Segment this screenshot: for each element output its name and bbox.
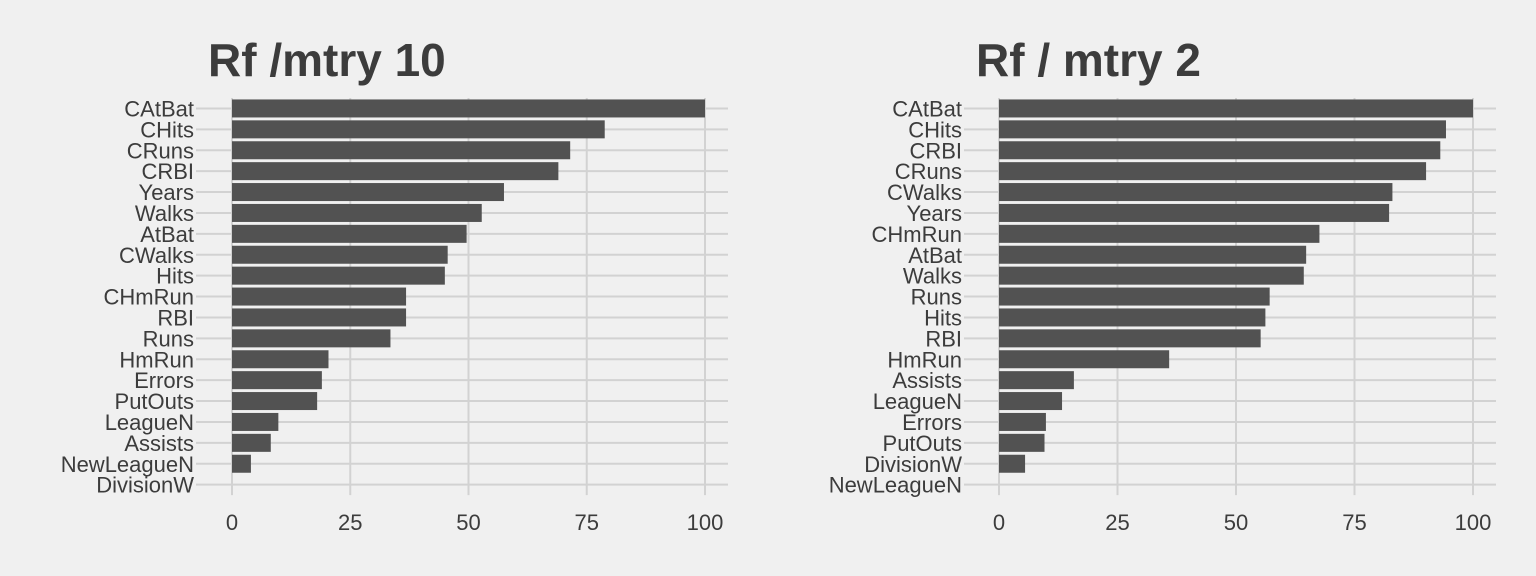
category-label: LeagueN bbox=[105, 410, 194, 435]
category-label: Hits bbox=[156, 264, 194, 289]
category-label: Runs bbox=[911, 285, 962, 310]
bar bbox=[232, 454, 251, 473]
category-label: CHmRun bbox=[104, 285, 194, 310]
x-tick-label: 75 bbox=[1342, 510, 1366, 535]
category-label: Assists bbox=[124, 431, 194, 456]
x-tick-label: 100 bbox=[1455, 510, 1492, 535]
category-label: CHits bbox=[908, 117, 962, 142]
category-label: RBI bbox=[925, 326, 962, 351]
category-label: HmRun bbox=[119, 347, 194, 372]
category-label: RBI bbox=[157, 305, 194, 330]
bar bbox=[999, 433, 1045, 452]
chart-title: Rf / mtry 2 bbox=[976, 34, 1201, 86]
bar bbox=[999, 162, 1427, 181]
category-label: Years bbox=[907, 201, 962, 226]
bar bbox=[232, 162, 559, 181]
bar bbox=[999, 454, 1026, 473]
bar bbox=[232, 371, 322, 390]
bar bbox=[232, 287, 407, 306]
bar bbox=[232, 141, 571, 160]
category-label: CRuns bbox=[127, 138, 194, 163]
bar bbox=[232, 120, 605, 139]
bar bbox=[999, 412, 1046, 431]
bar bbox=[232, 203, 482, 222]
bar bbox=[232, 245, 448, 264]
bar bbox=[232, 308, 407, 327]
category-label: CHits bbox=[140, 117, 194, 142]
x-tick-label: 0 bbox=[993, 510, 1005, 535]
bar bbox=[999, 266, 1304, 285]
bar bbox=[232, 433, 271, 452]
bar bbox=[999, 371, 1074, 390]
category-label: Walks bbox=[135, 201, 194, 226]
bar bbox=[999, 120, 1446, 139]
category-label: PutOuts bbox=[115, 389, 194, 414]
bar bbox=[999, 183, 1393, 202]
category-labels: CAtBatCHitsCRBICRunsCWalksYearsCHmRunAtB… bbox=[829, 96, 963, 497]
bar bbox=[232, 350, 329, 369]
x-tick-label: 0 bbox=[226, 510, 238, 535]
category-label: NewLeagueN bbox=[829, 473, 962, 498]
bar bbox=[999, 99, 1473, 118]
bar bbox=[999, 350, 1170, 369]
bar-series bbox=[232, 99, 705, 473]
x-tick-label: 50 bbox=[456, 510, 480, 535]
category-label: Walks bbox=[903, 264, 962, 289]
bar bbox=[999, 392, 1063, 411]
bar bbox=[232, 224, 467, 243]
category-label: Hits bbox=[924, 305, 962, 330]
bar bbox=[999, 308, 1266, 327]
bar bbox=[999, 203, 1390, 222]
category-label: CRBI bbox=[909, 138, 962, 163]
category-label: CRuns bbox=[895, 159, 962, 184]
category-label: Assists bbox=[892, 368, 962, 393]
category-label: CWalks bbox=[887, 180, 962, 205]
x-tick-label: 100 bbox=[687, 510, 724, 535]
category-label: PutOuts bbox=[883, 431, 962, 456]
category-label: NewLeagueN bbox=[61, 452, 194, 477]
bar bbox=[232, 412, 279, 431]
x-axis-tick-labels: 0 25 50 75 100 bbox=[226, 510, 723, 535]
x-tick-label: 25 bbox=[338, 510, 362, 535]
bar bbox=[232, 266, 445, 285]
category-label: CRBI bbox=[141, 159, 194, 184]
chart-panel-mtry-2: Rf / mtry 2 CAtBatCHitsCRBICRunsCWalksYe… bbox=[829, 34, 1496, 535]
category-label: LeagueN bbox=[873, 389, 962, 414]
x-tick-label: 25 bbox=[1105, 510, 1129, 535]
bar bbox=[232, 329, 391, 348]
bar bbox=[999, 329, 1261, 348]
category-label: Runs bbox=[143, 326, 194, 351]
x-axis-tick-labels: 0 25 50 75 100 bbox=[993, 510, 1491, 535]
bar bbox=[999, 141, 1441, 160]
bar bbox=[999, 224, 1320, 243]
category-labels: CAtBatCHitsCRunsCRBIYearsWalksAtBatCWalk… bbox=[61, 96, 195, 497]
category-label: AtBat bbox=[908, 243, 962, 268]
category-label: CWalks bbox=[119, 243, 194, 268]
category-label: CAtBat bbox=[892, 96, 962, 121]
bar bbox=[999, 245, 1307, 264]
category-label: Errors bbox=[134, 368, 194, 393]
x-tick-label: 75 bbox=[575, 510, 599, 535]
category-label: Years bbox=[139, 180, 194, 205]
category-label: DivisionW bbox=[96, 473, 194, 498]
bar bbox=[232, 392, 318, 411]
category-label: CHmRun bbox=[872, 222, 962, 247]
bar bbox=[999, 287, 1270, 306]
chart-title: Rf /mtry 10 bbox=[208, 34, 446, 86]
category-label: AtBat bbox=[140, 222, 194, 247]
category-label: CAtBat bbox=[124, 96, 194, 121]
bar bbox=[232, 183, 504, 202]
category-label: Errors bbox=[902, 410, 962, 435]
bar-series bbox=[999, 99, 1473, 473]
bar bbox=[232, 99, 705, 118]
chart-panel-mtry-10: Rf /mtry 10 CAtBatCHitsCRunsCRBIYearsWal… bbox=[61, 34, 728, 535]
category-label: HmRun bbox=[887, 347, 962, 372]
x-tick-label: 50 bbox=[1224, 510, 1248, 535]
category-label: DivisionW bbox=[864, 452, 962, 477]
